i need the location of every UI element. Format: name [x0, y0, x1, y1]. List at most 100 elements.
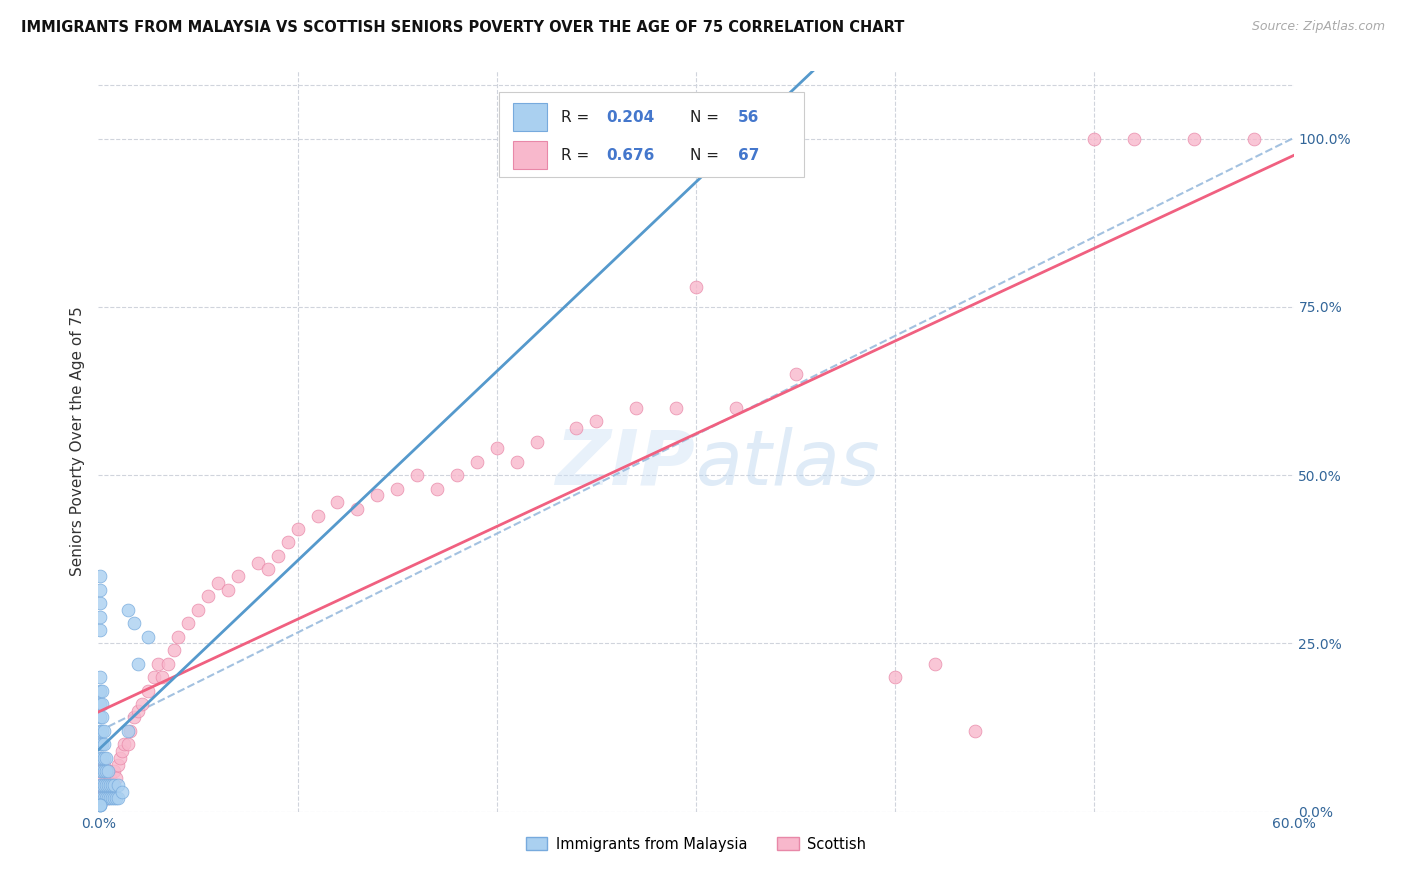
Point: [150, 670, 173, 684]
Point: [89, 764, 111, 779]
Text: atlas: atlas: [696, 426, 880, 500]
Point: [89, 609, 111, 624]
Text: Source: ZipAtlas.com: Source: ZipAtlas.com: [1251, 20, 1385, 33]
Point: [963, 723, 986, 738]
Point: [506, 455, 529, 469]
Point: [97, 764, 120, 779]
Point: [485, 442, 508, 456]
Point: [307, 508, 329, 523]
Y-axis label: Seniors Poverty Over the Age of 75: Seniors Poverty Over the Age of 75: [70, 307, 86, 576]
Point: [124, 616, 146, 631]
Point: [526, 434, 548, 449]
Point: [96, 751, 118, 765]
Point: [148, 657, 170, 671]
Point: [89, 738, 111, 752]
Point: [89, 778, 111, 792]
Point: [101, 778, 124, 792]
Point: [124, 710, 146, 724]
Text: IMMIGRANTS FROM MALAYSIA VS SCOTTISH SENIORS POVERTY OVER THE AGE OF 75 CORRELAT: IMMIGRANTS FROM MALAYSIA VS SCOTTISH SEN…: [21, 20, 904, 35]
Text: ZIP: ZIP: [557, 426, 696, 500]
Point: [105, 791, 128, 805]
Point: [97, 791, 120, 805]
Point: [103, 764, 125, 779]
Point: [884, 670, 907, 684]
Point: [117, 723, 139, 738]
Point: [924, 657, 946, 671]
Point: [111, 744, 134, 758]
Point: [91, 791, 114, 805]
Point: [89, 791, 111, 805]
Text: N =: N =: [690, 147, 724, 162]
Point: [98, 778, 122, 792]
Point: [91, 738, 114, 752]
Point: [91, 710, 114, 724]
Point: [207, 575, 229, 590]
Point: [89, 582, 111, 597]
Bar: [513, 141, 547, 169]
Point: [107, 778, 129, 792]
Point: [127, 704, 149, 718]
Point: [110, 751, 132, 765]
Point: [120, 723, 142, 738]
Point: [177, 616, 200, 631]
Point: [91, 764, 114, 779]
Point: [103, 778, 125, 792]
Point: [93, 757, 115, 772]
Point: [93, 778, 115, 792]
Point: [91, 723, 114, 738]
Point: [136, 630, 159, 644]
Point: [97, 778, 120, 792]
Point: [93, 751, 115, 765]
Point: [89, 797, 111, 812]
Point: [111, 784, 134, 798]
Point: [346, 501, 368, 516]
FancyBboxPatch shape: [499, 92, 804, 178]
Point: [127, 657, 149, 671]
Point: [131, 697, 153, 711]
Text: R =: R =: [561, 110, 595, 125]
Point: [89, 670, 111, 684]
Point: [665, 401, 688, 415]
Point: [89, 764, 111, 779]
Point: [217, 582, 239, 597]
Text: 0.676: 0.676: [606, 147, 655, 162]
Point: [277, 535, 299, 549]
Point: [89, 683, 111, 698]
Point: [136, 683, 159, 698]
Point: [103, 791, 125, 805]
Point: [143, 670, 166, 684]
Point: [89, 697, 111, 711]
Point: [89, 569, 111, 583]
Point: [785, 368, 807, 382]
Point: [163, 643, 186, 657]
Text: 0.204: 0.204: [606, 110, 655, 125]
Point: [267, 549, 290, 563]
Point: [465, 455, 488, 469]
Point: [366, 488, 388, 502]
Point: [101, 778, 124, 792]
Point: [167, 630, 190, 644]
Point: [97, 791, 120, 805]
Point: [1083, 131, 1105, 145]
Point: [89, 778, 111, 792]
Point: [93, 723, 115, 738]
Point: [187, 603, 209, 617]
Point: [117, 738, 139, 752]
Point: [326, 495, 349, 509]
Point: [89, 623, 111, 637]
Point: [93, 784, 115, 798]
Point: [96, 764, 118, 779]
Point: [89, 596, 111, 610]
Point: [1182, 131, 1205, 145]
Point: [93, 764, 115, 779]
Point: [724, 401, 747, 415]
Point: [105, 771, 128, 785]
Point: [96, 778, 118, 792]
Point: [406, 468, 429, 483]
Text: 56: 56: [738, 110, 759, 125]
Legend: Immigrants from Malaysia, Scottish: Immigrants from Malaysia, Scottish: [520, 831, 872, 858]
Point: [91, 683, 114, 698]
Point: [385, 482, 409, 496]
Point: [91, 697, 114, 711]
Text: R =: R =: [561, 147, 595, 162]
